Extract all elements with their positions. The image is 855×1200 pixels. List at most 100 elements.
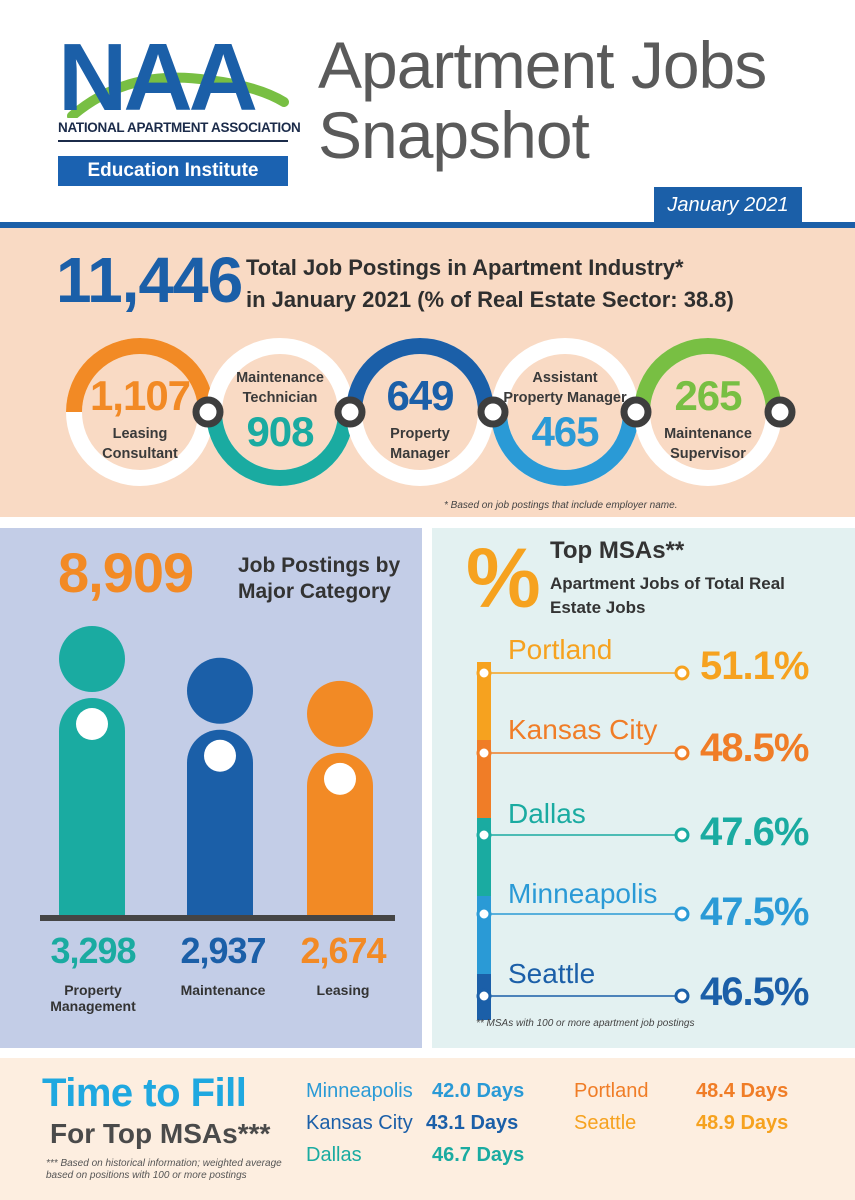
role-value: 265 — [674, 372, 742, 419]
timeline-node — [476, 988, 492, 1004]
bar-figure-head — [307, 680, 373, 747]
timeline-segment — [477, 662, 491, 740]
role-label: Manager — [390, 446, 450, 462]
logo-letters: NAA — [58, 28, 256, 118]
role-label: Property — [390, 426, 450, 442]
naa-logo: NAA — [58, 28, 289, 118]
bar — [59, 698, 125, 916]
chart-baseline — [40, 915, 395, 921]
fill-city: Kansas City — [306, 1112, 413, 1134]
msa-city: Portland — [508, 634, 613, 665]
time-to-fill-title: Time to Fill — [42, 1071, 247, 1115]
chain-connector-dot — [334, 396, 366, 428]
chain-connector-dot — [192, 396, 224, 428]
header-divider — [0, 222, 855, 228]
category-bar-chart — [40, 626, 395, 921]
major-category-title-2: Major Category — [238, 580, 391, 603]
bar-value-label: 2,937 — [180, 930, 266, 971]
total-postings-label-1: Total Job Postings in Apartment Industry… — [246, 255, 684, 280]
role-label: Leasing — [112, 426, 168, 442]
fill-days: 43.1 Days — [426, 1112, 519, 1134]
total-postings-value: 11,446 — [56, 244, 243, 316]
msa-timeline — [476, 662, 690, 1020]
percent-icon: % — [466, 531, 541, 625]
bar-value-label: 3,298 — [50, 930, 136, 971]
top-msa-subtitle: Apartment Jobs of Total Real Estate Jobs — [550, 572, 785, 620]
bar-figure-head — [187, 657, 253, 724]
role-value: 465 — [531, 408, 599, 455]
bar — [187, 729, 253, 916]
logo-association-name: NATIONAL APARTMENT ASSOCIATION — [58, 120, 301, 135]
logo-education-institute: Education Institute — [58, 156, 288, 186]
timeline-node — [476, 906, 492, 922]
timeline-endpoint — [674, 906, 690, 922]
bar-figure-dot — [76, 708, 108, 740]
top-msa-panel — [432, 528, 855, 1048]
top-msa-subtitle-1: Apartment Jobs of Total Real — [550, 574, 785, 593]
bar-figure-dot — [204, 739, 236, 772]
msa-percent: 47.6% — [700, 810, 809, 854]
bar-value-label: 2,674 — [300, 930, 386, 971]
msa-percent: 48.5% — [700, 726, 809, 770]
bar-category-label: Leasing — [316, 982, 370, 998]
msa-percent: 51.1% — [700, 644, 809, 688]
fill-city: Minneapolis — [306, 1080, 413, 1102]
msa-percent: 46.5% — [700, 970, 809, 1014]
msa-percent: 47.5% — [700, 890, 809, 934]
fill-city: Dallas — [306, 1144, 362, 1166]
chain-connector-dot — [764, 396, 796, 428]
fill-days: 48.4 Days — [696, 1080, 789, 1102]
fill-city: Seattle — [574, 1112, 637, 1134]
role-label: Assistant — [532, 370, 598, 386]
fill-days: 48.9 Days — [696, 1112, 789, 1134]
msa-footnote: ** MSAs with 100 or more apartment job p… — [476, 1018, 695, 1029]
msa-city: Minneapolis — [508, 878, 658, 909]
time-to-fill-section — [0, 1058, 855, 1200]
total-footnote: * Based on job postings that include emp… — [444, 500, 678, 511]
page-title: Apartment Jobs Snapshot — [318, 28, 767, 172]
role-value: 908 — [246, 408, 314, 455]
role-ring-arc — [66, 338, 214, 413]
chain-connector-dot — [477, 396, 509, 428]
timeline-node — [476, 665, 492, 681]
role-rings-chain — [66, 338, 796, 486]
bar-category-label: Maintenance — [180, 982, 266, 998]
top-msa-title: Top MSAs** — [550, 537, 685, 564]
top-msa-subtitle-2: Estate Jobs — [550, 598, 646, 617]
role-label: Property Manager — [503, 390, 627, 406]
role-ring-arc — [491, 411, 639, 486]
title-line-1: Apartment Jobs — [318, 28, 767, 102]
bar-category-label: Property — [64, 982, 122, 998]
role-label: Technician — [242, 390, 318, 406]
timeline-endpoint — [674, 745, 690, 761]
time-to-fill-note: *** Based on historical information; wei… — [46, 1158, 282, 1181]
timeline-node — [476, 827, 492, 843]
role-value: 1,107 — [89, 372, 191, 419]
major-category-title-1: Job Postings by — [238, 554, 401, 577]
fill-days: 42.0 Days — [432, 1080, 525, 1102]
role-ring-arc — [634, 338, 782, 413]
chain-connector-dot — [620, 396, 652, 428]
msa-city: Kansas City — [508, 714, 658, 745]
fill-city: Portland — [574, 1080, 649, 1102]
bar-figure-head — [59, 626, 125, 692]
fill-days: 46.7 Days — [432, 1144, 525, 1166]
timeline-node — [476, 745, 492, 761]
date-badge: January 2021 — [654, 187, 802, 223]
major-category-total: 8,909 — [58, 541, 194, 604]
timeline-endpoint — [674, 988, 690, 1004]
role-label: Consultant — [102, 446, 178, 462]
msa-city: Dallas — [508, 798, 586, 829]
role-ring-arc — [206, 411, 354, 486]
bar-figure-dot — [324, 762, 356, 795]
total-postings-section — [0, 228, 855, 517]
role-label: Supervisor — [670, 446, 746, 462]
title-line-2: Snapshot — [318, 98, 590, 172]
logo-divider — [58, 140, 288, 142]
time-to-fill-subtitle: For Top MSAs*** — [50, 1118, 271, 1149]
bar — [307, 752, 373, 916]
bar-category-label: Management — [50, 998, 136, 1014]
role-label: Maintenance — [236, 370, 324, 386]
timeline-endpoint — [674, 827, 690, 843]
msa-city: Seattle — [508, 958, 596, 989]
